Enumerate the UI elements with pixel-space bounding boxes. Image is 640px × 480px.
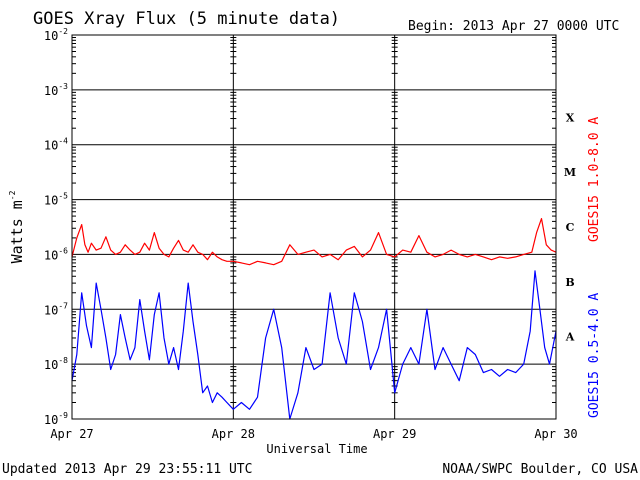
series-line-short-channel	[71, 270, 557, 420]
x-tick-label: Apr 29	[373, 427, 416, 441]
y-tick-label: 10-5	[44, 192, 68, 208]
x-tick-label: Apr 28	[212, 427, 255, 441]
legend-short-channel: GOES15 0.5-4.0 A	[587, 293, 602, 418]
y-axis-label-exponent: -2	[8, 190, 17, 200]
y-axis-label: Watts m	[8, 200, 26, 263]
y-axis-label-group: Watts m-2	[8, 190, 26, 263]
plot-frame	[71, 34, 557, 420]
y-tick-labels: 10-2 10-3 10-4 10-5 10-6 10-7 10-8 10-9	[44, 27, 68, 427]
series-layer	[71, 218, 557, 420]
legend-long-channel-label: GOES15 1.0-8.0 A	[587, 117, 602, 242]
x-tick-label: Apr 27	[50, 427, 93, 441]
x-axis-label: Universal Time	[266, 442, 367, 456]
y-tick-label: 10-8	[44, 356, 68, 372]
legend-long-channel: GOES15 1.0-8.0 A	[587, 117, 602, 242]
x-tick-labels: Apr 27 Apr 28 Apr 29 Apr 30	[50, 427, 577, 441]
y-tick-label: 10-9	[44, 411, 68, 427]
updated-timestamp: Updated 2013 Apr 29 23:55:11 UTC	[2, 462, 252, 477]
svg-text:Watts m-2: Watts m-2	[8, 190, 26, 263]
flare-class-label: X	[566, 111, 575, 124]
x-tick-label: Apr 30	[534, 427, 577, 441]
flare-class-label: C	[566, 221, 575, 234]
legend-short-channel-label: GOES15 0.5-4.0 A	[587, 293, 602, 418]
y-tick-label: 10-6	[44, 246, 68, 262]
credit-text: NOAA/SWPC Boulder, CO USA	[442, 462, 638, 477]
y-tick-label: 10-2	[44, 27, 68, 43]
begin-time: Begin: 2013 Apr 27 0000 UTC	[408, 19, 619, 34]
series-line-long-channel	[71, 218, 557, 266]
flare-class-labels: X M C B A	[564, 111, 576, 343]
flare-class-label: B	[565, 276, 574, 289]
chart-title: GOES Xray Flux (5 minute data)	[33, 9, 340, 29]
y-tick-label: 10-4	[44, 137, 68, 153]
y-tick-label: 10-3	[44, 82, 68, 98]
flare-class-label: A	[565, 331, 575, 344]
flare-class-label: M	[564, 166, 576, 179]
y-tick-label: 10-7	[44, 301, 68, 317]
grid-layer	[72, 35, 556, 419]
